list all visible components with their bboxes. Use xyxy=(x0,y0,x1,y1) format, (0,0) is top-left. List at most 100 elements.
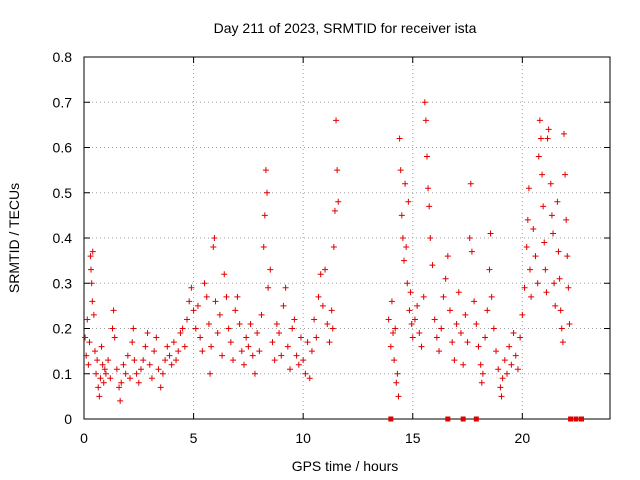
data-point xyxy=(133,370,140,377)
data-point xyxy=(306,375,313,382)
data-point xyxy=(289,325,296,332)
data-point xyxy=(287,366,294,373)
data-point xyxy=(214,330,221,337)
data-point xyxy=(93,370,100,377)
data-point xyxy=(407,289,414,296)
data-point xyxy=(130,325,137,332)
data-point xyxy=(517,334,524,341)
data-point xyxy=(487,230,494,237)
data-point xyxy=(564,253,571,260)
data-point xyxy=(559,339,566,346)
data-point xyxy=(548,212,555,219)
data-point xyxy=(84,316,91,323)
data-point xyxy=(423,153,430,160)
data-point xyxy=(326,339,333,346)
data-point xyxy=(302,370,309,377)
data-point xyxy=(547,180,554,187)
data-point xyxy=(510,330,517,337)
data-point xyxy=(297,334,304,341)
data-point xyxy=(102,370,109,377)
data-point xyxy=(243,334,250,341)
chart-title: Day 211 of 2023, SRMTID for receiver ist… xyxy=(214,20,477,36)
data-point xyxy=(406,307,413,314)
data-point xyxy=(201,280,208,287)
data-point xyxy=(555,248,562,255)
data-point xyxy=(170,339,177,346)
data-point xyxy=(144,330,151,337)
data-point xyxy=(110,307,117,314)
data-point xyxy=(519,311,526,318)
x-tick-label: 5 xyxy=(190,430,198,446)
data-point xyxy=(478,379,485,386)
data-point xyxy=(113,366,120,373)
data-point xyxy=(560,130,567,137)
data-point xyxy=(236,320,243,327)
data-point xyxy=(151,348,158,355)
data-point xyxy=(482,334,489,341)
data-point xyxy=(269,339,276,346)
data-point xyxy=(96,393,103,400)
data-point xyxy=(397,167,404,174)
data-point xyxy=(271,357,278,364)
zero-value-marker xyxy=(460,416,466,422)
data-point xyxy=(260,244,267,251)
data-point xyxy=(265,284,272,291)
data-point xyxy=(140,357,147,364)
data-point xyxy=(315,293,322,300)
data-point xyxy=(273,320,280,327)
data-point xyxy=(334,167,341,174)
data-point xyxy=(525,185,532,192)
data-point xyxy=(425,185,432,192)
data-point xyxy=(88,280,95,287)
data-point xyxy=(267,266,274,273)
data-point xyxy=(335,198,342,205)
data-point xyxy=(83,352,90,359)
data-point xyxy=(247,320,254,327)
data-point xyxy=(203,293,210,300)
zero-value-marker xyxy=(388,416,394,422)
data-point xyxy=(118,379,125,386)
data-point xyxy=(135,379,142,386)
data-point xyxy=(173,357,180,364)
data-point xyxy=(532,253,539,260)
data-point xyxy=(464,339,471,346)
data-point xyxy=(116,384,123,391)
data-point xyxy=(155,366,162,373)
data-point xyxy=(449,339,456,346)
data-point xyxy=(98,343,105,350)
data-point xyxy=(330,244,337,251)
data-point xyxy=(251,370,258,377)
data-point xyxy=(109,325,116,332)
data-point xyxy=(442,275,449,282)
data-point xyxy=(495,366,502,373)
data-point xyxy=(105,357,112,364)
data-point xyxy=(95,384,102,391)
data-point xyxy=(216,311,223,318)
data-point xyxy=(127,375,134,382)
data-point xyxy=(444,253,451,260)
axis-ticks xyxy=(83,56,610,420)
data-point xyxy=(398,212,405,219)
data-point xyxy=(475,343,482,350)
y-tick-label: 0.7 xyxy=(53,94,73,110)
data-point xyxy=(308,348,315,355)
data-point xyxy=(544,135,551,142)
data-point xyxy=(194,302,201,309)
data-point xyxy=(421,99,428,106)
data-point xyxy=(542,266,549,273)
x-tick-label: 0 xyxy=(80,430,88,446)
data-point xyxy=(319,302,326,309)
data-point xyxy=(466,235,473,241)
data-point xyxy=(395,393,402,400)
data-point xyxy=(508,361,515,368)
data-point xyxy=(524,216,531,223)
data-point xyxy=(146,361,153,368)
data-point xyxy=(278,352,285,359)
data-point xyxy=(537,135,544,142)
y-tick-label: 0.8 xyxy=(53,49,73,65)
data-point xyxy=(261,212,268,219)
data-point xyxy=(539,171,546,178)
data-points xyxy=(82,99,585,422)
data-point xyxy=(541,239,548,246)
